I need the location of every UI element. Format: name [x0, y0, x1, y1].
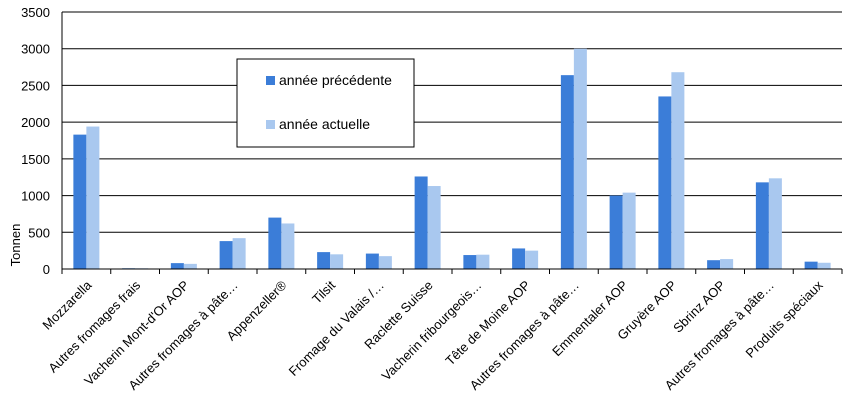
- bar-annee-precedente: [609, 195, 623, 269]
- bar-annee-actuelle: [476, 254, 490, 269]
- bar-annee-precedente: [560, 75, 574, 269]
- y-axis: 0 500 1000 1500 2000 2500 3000 3500: [21, 5, 63, 277]
- bar-annee-actuelle: [817, 262, 831, 269]
- bar-annee-actuelle: [720, 259, 734, 269]
- y-tick-label: 2500: [21, 78, 50, 93]
- legend-swatch-annee-precedente: [266, 76, 275, 85]
- bar-annee-actuelle: [768, 178, 782, 269]
- bar-annee-precedente: [317, 252, 331, 269]
- bar-annee-precedente: [707, 260, 721, 269]
- bar-annee-actuelle: [573, 48, 587, 269]
- bar-annee-precedente: [755, 182, 769, 269]
- bar-annee-precedente: [414, 176, 428, 269]
- x-tick-label: Tilsit: [309, 277, 338, 306]
- bar-annee-actuelle: [86, 126, 100, 269]
- bar-annee-actuelle: [525, 250, 539, 269]
- legend: année précédente année actuelle: [236, 58, 415, 148]
- grid-lines: [62, 11, 842, 270]
- y-tick-label: 500: [28, 225, 50, 240]
- bar-annee-precedente: [658, 96, 672, 269]
- bar-annee-actuelle: [427, 186, 441, 269]
- bar-annee-precedente: [365, 253, 379, 269]
- x-tick-label: Fromage du Valais /…: [286, 278, 387, 379]
- bar-annee-precedente: [170, 263, 184, 269]
- legend-swatch-annee-actuelle: [266, 120, 275, 129]
- y-tick-label: 2000: [21, 115, 50, 130]
- bar-annee-actuelle: [671, 72, 685, 269]
- x-tick-label: Autres fromages frais: [45, 277, 143, 375]
- y-axis-label: Tonnen: [8, 224, 23, 267]
- legend-label-annee-actuelle: année actuelle: [279, 116, 370, 132]
- x-tick-label: Tête de Moine AOP: [442, 278, 533, 369]
- bar-annee-actuelle: [622, 192, 636, 269]
- y-tick-label: 1500: [21, 152, 50, 167]
- y-tick-label: 1000: [21, 189, 50, 204]
- bar-annee-precedente: [73, 134, 87, 269]
- bar-annee-precedente: [804, 261, 818, 269]
- bar-annee-precedente: [268, 217, 282, 269]
- bars: [73, 48, 831, 269]
- bar-annee-precedente: [512, 248, 526, 269]
- bar-annee-actuelle: [183, 263, 197, 269]
- bar-annee-actuelle: [281, 223, 295, 269]
- legend-box: [236, 58, 415, 148]
- y-tick-label: 3000: [21, 42, 50, 57]
- bar-annee-actuelle: [232, 238, 246, 269]
- y-tick-label: 3500: [21, 5, 50, 20]
- bar-annee-precedente: [463, 255, 477, 269]
- y-tick-label: 0: [43, 262, 50, 277]
- legend-label-annee-precedente: année précédente: [279, 72, 392, 88]
- bar-annee-actuelle: [378, 256, 392, 269]
- bar-annee-precedente: [219, 241, 233, 269]
- bar-annee-actuelle: [330, 254, 344, 269]
